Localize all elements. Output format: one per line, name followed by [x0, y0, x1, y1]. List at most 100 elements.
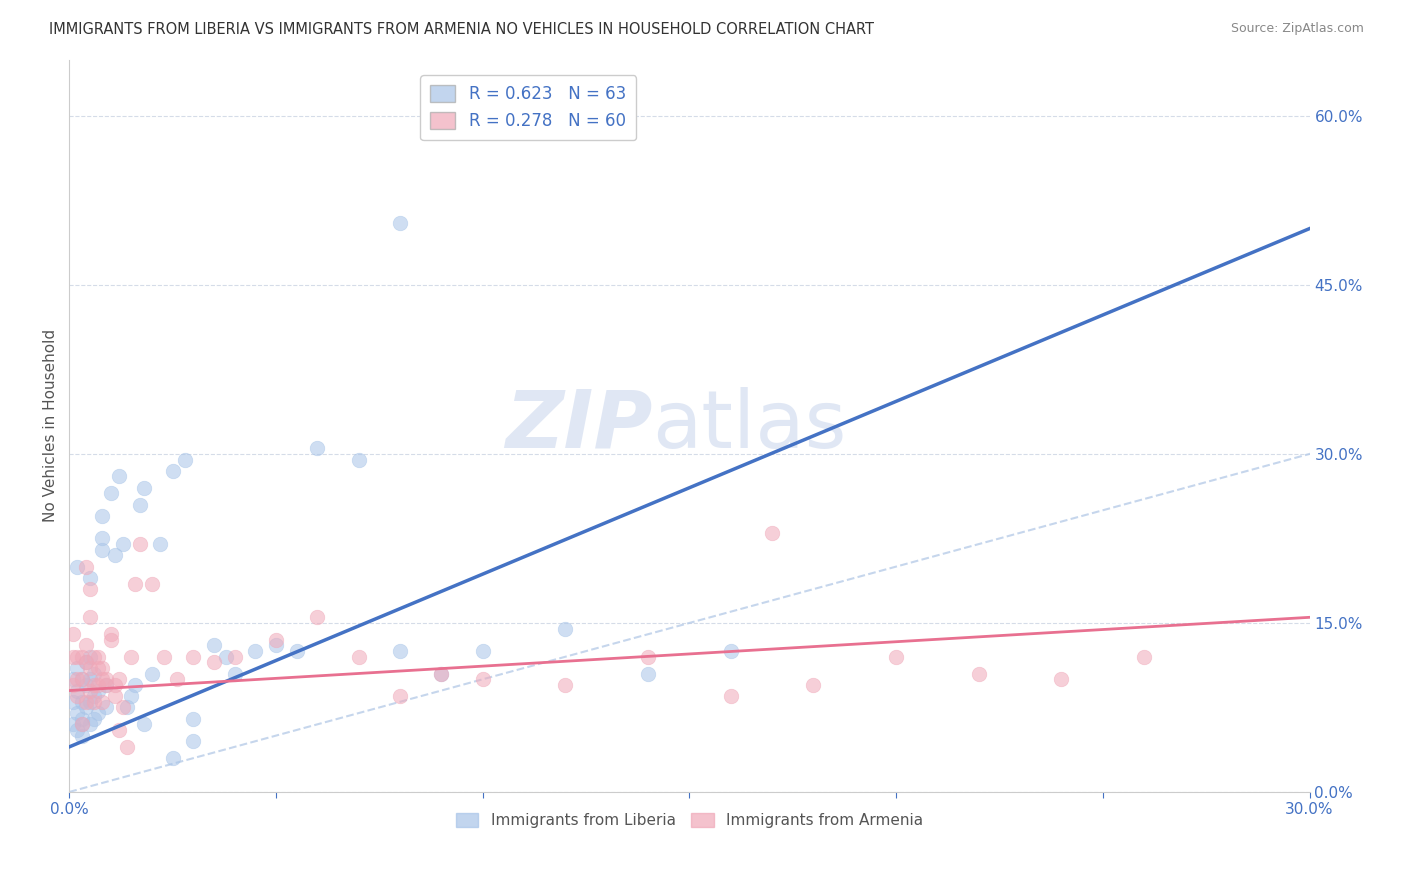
Point — [66, 706, 89, 720]
Point — [111, 537, 134, 551]
Point — [347, 649, 370, 664]
Point — [91, 542, 114, 557]
Point — [83, 678, 105, 692]
Point — [347, 452, 370, 467]
Y-axis label: No Vehicles in Household: No Vehicles in Household — [44, 329, 58, 523]
Point — [87, 683, 110, 698]
Point — [162, 751, 184, 765]
Point — [388, 216, 411, 230]
Point — [124, 678, 146, 692]
Point — [967, 666, 990, 681]
Point — [720, 644, 742, 658]
Point — [224, 666, 246, 681]
Point — [388, 689, 411, 703]
Point — [128, 498, 150, 512]
Point — [70, 673, 93, 687]
Point — [96, 700, 118, 714]
Point — [115, 700, 138, 714]
Point — [884, 649, 907, 664]
Text: Source: ZipAtlas.com: Source: ZipAtlas.com — [1230, 22, 1364, 36]
Point — [75, 559, 97, 574]
Point — [307, 610, 329, 624]
Point — [79, 649, 101, 664]
Point — [83, 689, 105, 703]
Point — [70, 717, 93, 731]
Point — [108, 673, 131, 687]
Point — [554, 622, 576, 636]
Point — [62, 673, 84, 687]
Point — [181, 734, 204, 748]
Point — [79, 683, 101, 698]
Point — [91, 532, 114, 546]
Point — [62, 678, 84, 692]
Point — [132, 481, 155, 495]
Point — [75, 700, 97, 714]
Point — [720, 689, 742, 703]
Point — [153, 649, 176, 664]
Point — [96, 673, 118, 687]
Point — [91, 695, 114, 709]
Point — [264, 632, 287, 647]
Point — [104, 678, 127, 692]
Point — [66, 689, 89, 703]
Point — [79, 571, 101, 585]
Point — [104, 689, 127, 703]
Legend: Immigrants from Liberia, Immigrants from Armenia: Immigrants from Liberia, Immigrants from… — [449, 805, 931, 836]
Point — [115, 739, 138, 754]
Point — [66, 723, 89, 737]
Point — [181, 712, 204, 726]
Point — [108, 469, 131, 483]
Point — [70, 649, 93, 664]
Point — [307, 442, 329, 456]
Point — [637, 666, 659, 681]
Text: atlas: atlas — [652, 387, 846, 465]
Point — [554, 678, 576, 692]
Point — [87, 678, 110, 692]
Point — [96, 678, 118, 692]
Point — [87, 649, 110, 664]
Point — [128, 537, 150, 551]
Point — [70, 717, 93, 731]
Point — [79, 695, 101, 709]
Point — [79, 673, 101, 687]
Point — [141, 666, 163, 681]
Point — [166, 673, 188, 687]
Point — [62, 627, 84, 641]
Point — [245, 644, 267, 658]
Point — [471, 673, 494, 687]
Point — [111, 700, 134, 714]
Point — [285, 644, 308, 658]
Point — [141, 576, 163, 591]
Point — [83, 649, 105, 664]
Point — [91, 508, 114, 523]
Text: IMMIGRANTS FROM LIBERIA VS IMMIGRANTS FROM ARMENIA NO VEHICLES IN HOUSEHOLD CORR: IMMIGRANTS FROM LIBERIA VS IMMIGRANTS FR… — [49, 22, 875, 37]
Point — [132, 717, 155, 731]
Point — [100, 486, 122, 500]
Point — [120, 649, 142, 664]
Point — [62, 717, 84, 731]
Point — [66, 559, 89, 574]
Point — [761, 525, 783, 540]
Point — [202, 639, 225, 653]
Point — [388, 644, 411, 658]
Point — [75, 656, 97, 670]
Point — [100, 627, 122, 641]
Point — [430, 666, 453, 681]
Point — [79, 661, 101, 675]
Point — [75, 656, 97, 670]
Point — [66, 661, 89, 675]
Point — [66, 649, 89, 664]
Point — [104, 549, 127, 563]
Point — [70, 673, 93, 687]
Point — [70, 695, 93, 709]
Point — [79, 582, 101, 596]
Point — [224, 649, 246, 664]
Point — [70, 729, 93, 743]
Point — [75, 678, 97, 692]
Point — [1133, 649, 1156, 664]
Point — [174, 452, 197, 467]
Point — [62, 695, 84, 709]
Point — [162, 464, 184, 478]
Point — [70, 712, 93, 726]
Point — [79, 610, 101, 624]
